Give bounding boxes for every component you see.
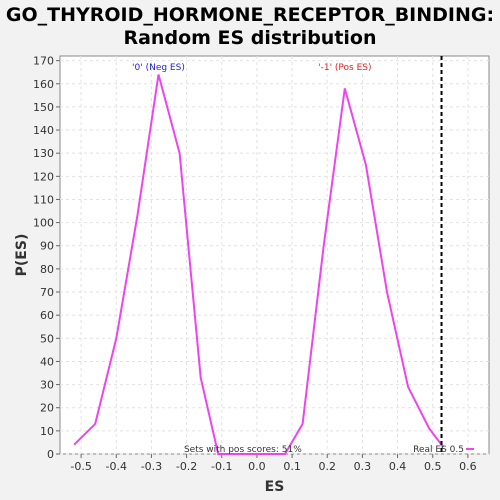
es-distribution-line: [73, 74, 445, 455]
pos-es-label: '-1' (Pos ES): [318, 63, 371, 73]
y-tick-label: 30: [40, 379, 54, 392]
y-tick-label: 10: [40, 425, 54, 438]
x-tick-label: 0.1: [283, 460, 301, 473]
series-layer: [73, 74, 445, 455]
y-tick-label: 130: [33, 147, 54, 160]
y-tick-label: 90: [40, 240, 54, 253]
y-tick-label: 120: [33, 170, 54, 183]
x-tick-label: -0.4: [106, 460, 127, 473]
neg-es-label: '0' (Neg ES): [132, 63, 185, 73]
y-tick-label: 110: [33, 193, 54, 206]
x-tick-label: -0.2: [176, 460, 197, 473]
x-tick-label: 0.4: [389, 460, 407, 473]
axes: 0 10 20 30 40 50 60 70 80 90 100 110 120 130 140 150 160…: [33, 55, 477, 473]
chart-title-line2: Random ES distribution: [123, 27, 377, 49]
y-tick-label: 100: [33, 217, 54, 230]
y-tick-label: 170: [33, 55, 54, 68]
y-tick-label: 20: [40, 402, 54, 415]
y-tick-label: 160: [33, 78, 54, 91]
x-tick-label: -0.1: [211, 460, 232, 473]
x-tick-label: 0.5: [424, 460, 442, 473]
y-tick-label: 70: [40, 286, 54, 299]
chart-title-line1: GO_THYROID_HORMONE_RECEPTOR_BINDING:: [5, 4, 495, 26]
x-tick-label: 0.6: [459, 460, 477, 473]
x-tick-label: 0.3: [354, 460, 372, 473]
y-tick-label: 150: [33, 101, 54, 114]
y-tick-label: 50: [40, 332, 54, 345]
x-tick-label: -0.3: [141, 460, 162, 473]
plot-area: [59, 55, 490, 455]
y-axis-label: P(ES): [14, 234, 30, 277]
x-tick-label: 0.0: [248, 460, 266, 473]
y-tick-label: 60: [40, 309, 54, 322]
real-es-text: Real ES 0.5: [413, 445, 464, 455]
x-axis-label: ES: [265, 479, 285, 495]
x-tick-label: -0.5: [70, 460, 91, 473]
y-tick-label: 0: [47, 448, 54, 461]
y-tick-label: 40: [40, 355, 54, 368]
x-tick-label: 0.2: [318, 460, 336, 473]
y-tick-label: 80: [40, 263, 54, 276]
sets-with-pos-scores-text: Sets with pos scores: 51%: [184, 445, 302, 455]
y-tick-label: 140: [33, 124, 54, 137]
